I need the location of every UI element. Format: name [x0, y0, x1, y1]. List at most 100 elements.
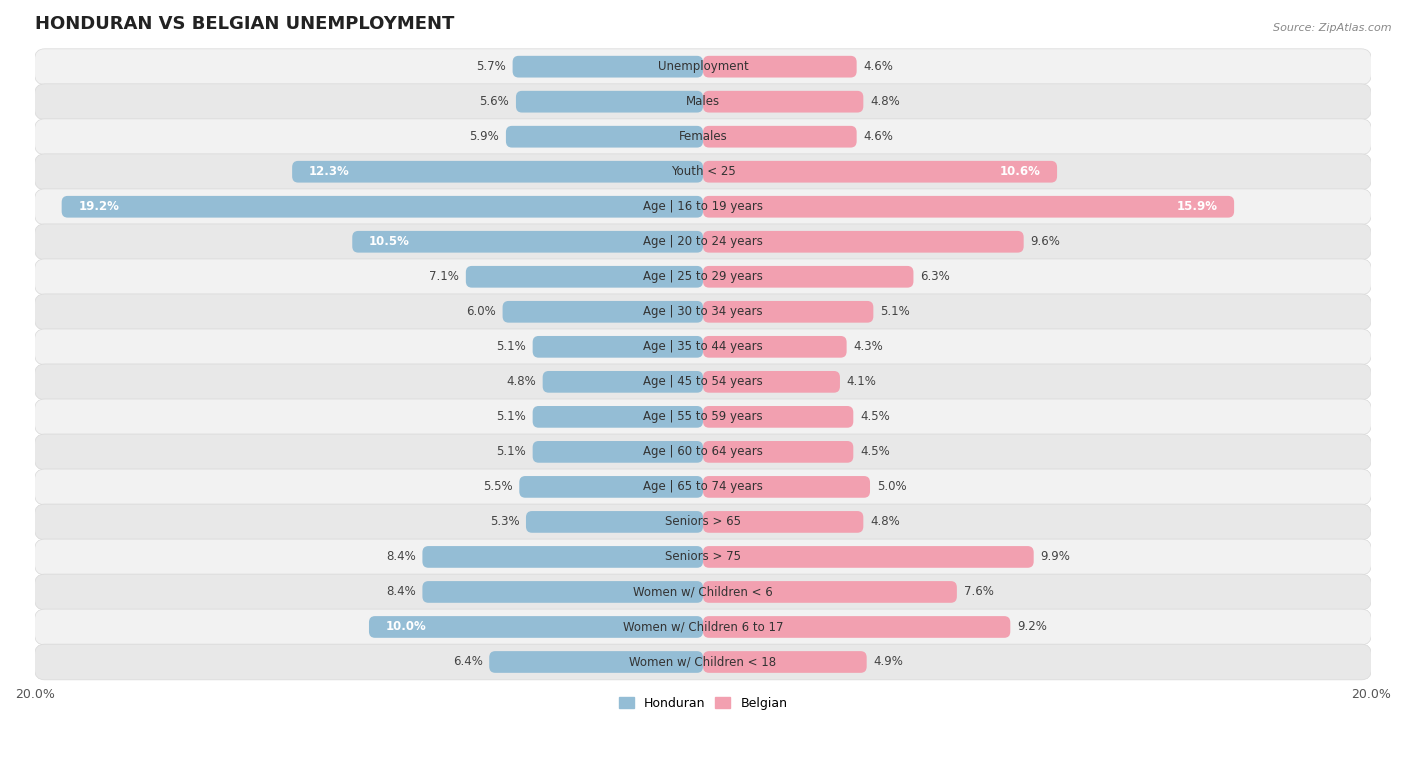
FancyBboxPatch shape — [35, 224, 1371, 260]
Text: 5.1%: 5.1% — [880, 305, 910, 318]
FancyBboxPatch shape — [703, 266, 914, 288]
FancyBboxPatch shape — [35, 154, 1371, 189]
FancyBboxPatch shape — [35, 329, 1371, 365]
FancyBboxPatch shape — [533, 441, 703, 463]
FancyBboxPatch shape — [703, 371, 839, 393]
Text: 5.7%: 5.7% — [477, 60, 506, 73]
Text: 4.5%: 4.5% — [860, 410, 890, 423]
Text: 4.1%: 4.1% — [846, 375, 876, 388]
FancyBboxPatch shape — [703, 196, 1234, 217]
FancyBboxPatch shape — [422, 581, 703, 603]
FancyBboxPatch shape — [35, 609, 1371, 645]
Text: 12.3%: 12.3% — [309, 165, 350, 178]
FancyBboxPatch shape — [703, 56, 856, 77]
Text: 6.4%: 6.4% — [453, 656, 482, 668]
FancyBboxPatch shape — [489, 651, 703, 673]
FancyBboxPatch shape — [519, 476, 703, 498]
Text: 9.9%: 9.9% — [1040, 550, 1070, 563]
FancyBboxPatch shape — [703, 476, 870, 498]
FancyBboxPatch shape — [62, 196, 703, 217]
Text: 19.2%: 19.2% — [79, 201, 120, 213]
Text: HONDURAN VS BELGIAN UNEMPLOYMENT: HONDURAN VS BELGIAN UNEMPLOYMENT — [35, 15, 454, 33]
Text: 5.5%: 5.5% — [484, 481, 513, 494]
FancyBboxPatch shape — [506, 126, 703, 148]
FancyBboxPatch shape — [35, 539, 1371, 575]
Text: Age | 45 to 54 years: Age | 45 to 54 years — [643, 375, 763, 388]
Text: 4.8%: 4.8% — [870, 516, 900, 528]
Text: Age | 65 to 74 years: Age | 65 to 74 years — [643, 481, 763, 494]
Text: 4.3%: 4.3% — [853, 341, 883, 354]
FancyBboxPatch shape — [703, 581, 957, 603]
FancyBboxPatch shape — [703, 616, 1011, 638]
Text: 9.6%: 9.6% — [1031, 235, 1060, 248]
FancyBboxPatch shape — [516, 91, 703, 113]
Text: 5.1%: 5.1% — [496, 410, 526, 423]
Text: Age | 55 to 59 years: Age | 55 to 59 years — [643, 410, 763, 423]
Text: 8.4%: 8.4% — [387, 585, 416, 599]
Text: Seniors > 65: Seniors > 65 — [665, 516, 741, 528]
FancyBboxPatch shape — [703, 91, 863, 113]
Text: 6.0%: 6.0% — [467, 305, 496, 318]
Text: 4.5%: 4.5% — [860, 445, 890, 459]
FancyBboxPatch shape — [35, 48, 1371, 85]
FancyBboxPatch shape — [703, 161, 1057, 182]
FancyBboxPatch shape — [35, 434, 1371, 470]
FancyBboxPatch shape — [292, 161, 703, 182]
Text: 5.0%: 5.0% — [877, 481, 907, 494]
Text: Females: Females — [679, 130, 727, 143]
FancyBboxPatch shape — [703, 511, 863, 533]
Text: 10.0%: 10.0% — [385, 621, 426, 634]
Text: Seniors > 75: Seniors > 75 — [665, 550, 741, 563]
FancyBboxPatch shape — [526, 511, 703, 533]
FancyBboxPatch shape — [35, 504, 1371, 540]
Text: Age | 35 to 44 years: Age | 35 to 44 years — [643, 341, 763, 354]
Text: 5.1%: 5.1% — [496, 341, 526, 354]
Text: 4.8%: 4.8% — [870, 95, 900, 108]
FancyBboxPatch shape — [703, 301, 873, 322]
FancyBboxPatch shape — [543, 371, 703, 393]
FancyBboxPatch shape — [703, 126, 856, 148]
Text: 8.4%: 8.4% — [387, 550, 416, 563]
Text: 7.6%: 7.6% — [963, 585, 994, 599]
Text: Women w/ Children 6 to 17: Women w/ Children 6 to 17 — [623, 621, 783, 634]
Legend: Honduran, Belgian: Honduran, Belgian — [614, 692, 792, 715]
FancyBboxPatch shape — [703, 336, 846, 357]
FancyBboxPatch shape — [703, 441, 853, 463]
FancyBboxPatch shape — [533, 406, 703, 428]
Text: Age | 20 to 24 years: Age | 20 to 24 years — [643, 235, 763, 248]
FancyBboxPatch shape — [703, 406, 853, 428]
Text: Age | 60 to 64 years: Age | 60 to 64 years — [643, 445, 763, 459]
FancyBboxPatch shape — [502, 301, 703, 322]
Text: 4.6%: 4.6% — [863, 60, 893, 73]
Text: 5.9%: 5.9% — [470, 130, 499, 143]
FancyBboxPatch shape — [703, 651, 866, 673]
Text: 5.1%: 5.1% — [496, 445, 526, 459]
FancyBboxPatch shape — [35, 119, 1371, 154]
FancyBboxPatch shape — [422, 546, 703, 568]
Text: 5.6%: 5.6% — [479, 95, 509, 108]
Text: Women w/ Children < 6: Women w/ Children < 6 — [633, 585, 773, 599]
FancyBboxPatch shape — [35, 469, 1371, 505]
FancyBboxPatch shape — [35, 399, 1371, 435]
Text: Source: ZipAtlas.com: Source: ZipAtlas.com — [1274, 23, 1392, 33]
Text: Age | 16 to 19 years: Age | 16 to 19 years — [643, 201, 763, 213]
FancyBboxPatch shape — [513, 56, 703, 77]
Text: Age | 25 to 29 years: Age | 25 to 29 years — [643, 270, 763, 283]
FancyBboxPatch shape — [35, 574, 1371, 610]
Text: 15.9%: 15.9% — [1177, 201, 1218, 213]
FancyBboxPatch shape — [533, 336, 703, 357]
FancyBboxPatch shape — [703, 546, 1033, 568]
Text: 10.6%: 10.6% — [1000, 165, 1040, 178]
Text: 9.2%: 9.2% — [1017, 621, 1047, 634]
FancyBboxPatch shape — [703, 231, 1024, 253]
FancyBboxPatch shape — [35, 644, 1371, 680]
Text: Youth < 25: Youth < 25 — [671, 165, 735, 178]
Text: Males: Males — [686, 95, 720, 108]
Text: Age | 30 to 34 years: Age | 30 to 34 years — [643, 305, 763, 318]
FancyBboxPatch shape — [35, 364, 1371, 400]
FancyBboxPatch shape — [353, 231, 703, 253]
Text: Women w/ Children < 18: Women w/ Children < 18 — [630, 656, 776, 668]
Text: 4.9%: 4.9% — [873, 656, 903, 668]
Text: 4.8%: 4.8% — [506, 375, 536, 388]
FancyBboxPatch shape — [35, 259, 1371, 294]
